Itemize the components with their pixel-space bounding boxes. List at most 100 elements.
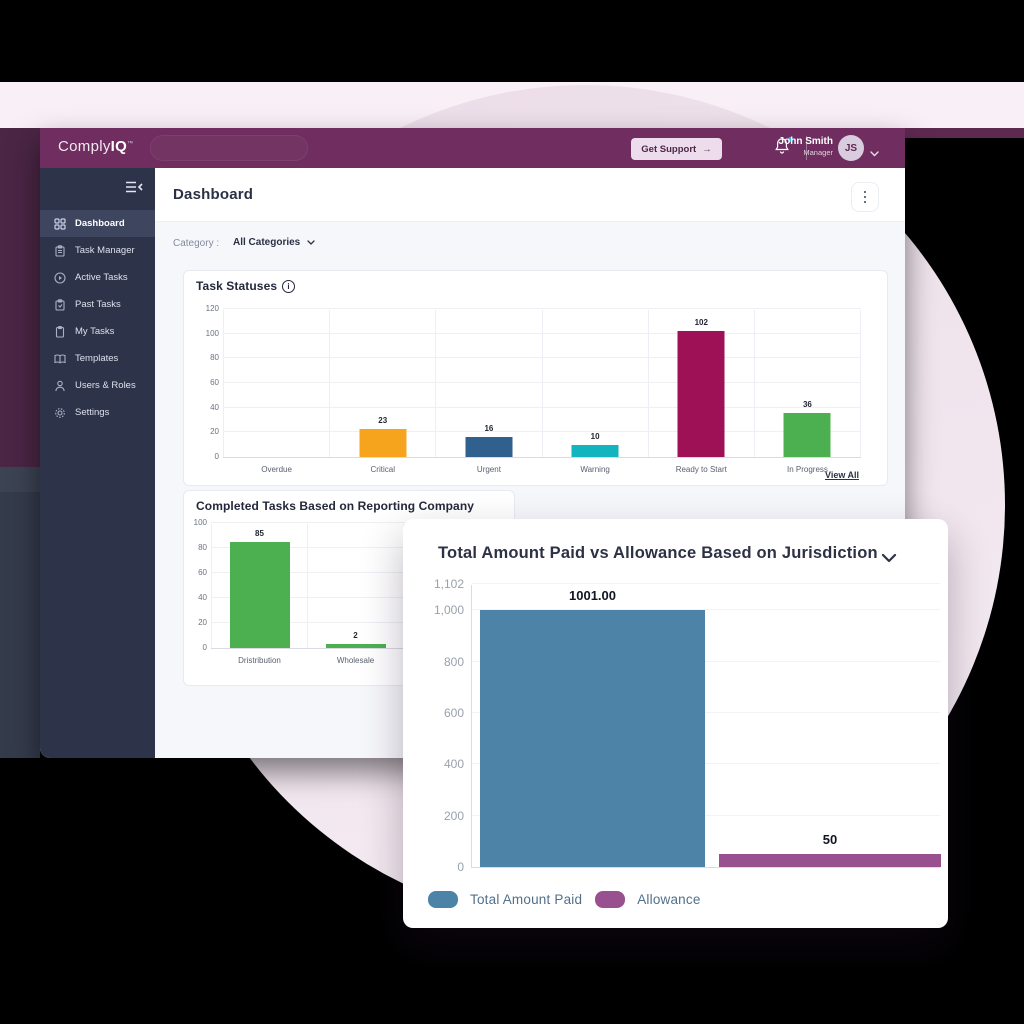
y-axis-label: 600 (443, 705, 464, 720)
chart-column: Critical 23 (329, 310, 435, 474)
chart-bar[interactable] (783, 412, 831, 457)
sidebar-item-label: Active Tasks (75, 272, 128, 283)
bell-icon (775, 138, 789, 154)
completed-tasks-title: Completed Tasks Based on Reporting Compa… (196, 499, 475, 513)
logo-bold: IQ (110, 138, 128, 155)
chart-column: Urgent 16 (435, 310, 541, 474)
chart-legend: Total Amount Paid Allowance (428, 891, 701, 908)
task-statuses-card: Task Statuses 0 20 40 60 80 100 120 Overdue Crit… (183, 270, 888, 486)
chart-bar[interactable] (571, 444, 619, 457)
y-axis-label: 1,102 (433, 577, 464, 591)
user-menu-button[interactable] (870, 144, 879, 162)
notifications-button[interactable] (774, 137, 794, 159)
task-statuses-title: Task Statuses (196, 279, 278, 293)
sidebar-item-task-manager[interactable]: Task Manager (40, 237, 155, 264)
category-label: Urgent (476, 465, 501, 474)
kebab-icon (863, 190, 867, 194)
gridline (472, 660, 940, 662)
chart-bar[interactable] (325, 644, 386, 648)
get-support-button[interactable]: Get Support → (631, 138, 722, 160)
page-title: Dashboard (173, 186, 254, 203)
bar-value-label: 1001.00 (569, 587, 616, 603)
book-icon (54, 353, 66, 365)
gridline (472, 609, 940, 611)
view-all-link[interactable]: View All (824, 470, 859, 480)
gridline (211, 597, 507, 598)
y-axis-label: 120 (205, 304, 219, 313)
sidebar-collapse-icon (126, 181, 143, 193)
y-axis-label: 1,000 (433, 603, 464, 618)
user-role: Manager (803, 148, 833, 157)
y-axis-label: 80 (198, 543, 207, 552)
bar-value-label: 50 (822, 832, 838, 848)
y-axis-label: 100 (193, 518, 207, 527)
sidebar-item-label: Settings (75, 407, 110, 418)
bar-value-label: 16 (484, 424, 494, 434)
chart-column: Overdue (223, 310, 329, 474)
chart-column: Warning 10 (541, 310, 648, 474)
legend-item-total-amount-paid[interactable]: Total Amount Paid (428, 891, 582, 908)
sidebar-item-settings[interactable]: Settings (40, 399, 155, 426)
gridline (211, 547, 507, 548)
chart-bar[interactable] (229, 541, 290, 648)
bar-value-label: 10 (590, 431, 600, 441)
page-options-button[interactable] (851, 182, 879, 212)
bar-value-label: 102 (694, 318, 708, 328)
logo-light: Comply (58, 138, 111, 155)
y-axis-label: 40 (198, 593, 207, 602)
category-label: Critical (370, 465, 395, 474)
avatar[interactable]: JS (838, 135, 864, 161)
sidebar-nav: Dashboard Task Manager Active Tasks Past… (40, 210, 155, 426)
chart-bar[interactable] (465, 437, 513, 457)
chart-bar[interactable] (359, 428, 407, 457)
category-label: Overdue (261, 465, 292, 474)
header-ghost-pill (150, 135, 308, 161)
legend-swatch (595, 891, 626, 908)
chart-bar[interactable] (677, 331, 725, 457)
jurisdiction-dropdown-button[interactable] (881, 550, 897, 568)
sidebar-item-label: Dashboard (75, 218, 125, 229)
logo-trademark: ™ (127, 141, 134, 147)
chart-bar[interactable] (480, 609, 705, 867)
y-axis-label: 0 (457, 860, 464, 874)
y-axis-label: 0 (202, 643, 207, 652)
category-label: In Progress (786, 465, 828, 474)
chart-bar[interactable] (719, 854, 941, 867)
legend-item-allowance[interactable]: Allowance (595, 891, 700, 908)
sidebar-collapse-button[interactable] (125, 180, 143, 194)
chevron-down-icon (881, 553, 897, 563)
gridline (211, 572, 507, 573)
sidebar-item-my-tasks[interactable]: My Tasks (40, 318, 155, 345)
gridline (223, 308, 861, 309)
chart-column: Wholesale 2 (307, 524, 403, 665)
y-axis-label: 40 (210, 402, 219, 412)
sidebar-item-dashboard[interactable]: Dashboard (40, 210, 155, 237)
app-header: ComplyIQ™ Get Support → John Smith Manag… (40, 128, 905, 168)
category-dropdown[interactable]: All Categories (233, 237, 315, 248)
y-axis-label: 20 (198, 618, 207, 627)
arrow-right-icon: → (702, 143, 712, 155)
bar-value-label: 23 (378, 415, 388, 425)
background-strip-gray (0, 467, 40, 492)
y-axis-label: 60 (210, 378, 219, 387)
sidebar-item-label: Users & Roles (75, 380, 136, 391)
get-support-label: Get Support (641, 143, 697, 155)
bar-value-label: 85 (255, 528, 264, 538)
category-label: Warning (580, 465, 610, 474)
sidebar-item-users-roles[interactable]: Users & Roles (40, 372, 155, 399)
bar-value-label: 36 (802, 399, 812, 409)
y-axis-label: 100 (205, 328, 219, 338)
sidebar-item-templates[interactable]: Templates (40, 345, 155, 372)
person-icon (54, 380, 66, 392)
background-strip-dark (0, 492, 40, 758)
gridline (472, 583, 940, 584)
gridline (472, 814, 940, 816)
info-icon[interactable] (282, 280, 295, 293)
category-filter-label: Category : (173, 238, 220, 249)
chart-column: In Progress 36 (753, 310, 862, 474)
page-title-bar: Dashboard (155, 168, 905, 222)
sidebar-item-active-tasks[interactable]: Active Tasks (40, 264, 155, 291)
sidebar-item-past-tasks[interactable]: Past Tasks (40, 291, 155, 318)
task-statuses-chart: 0 20 40 60 80 100 120 Overdue Critical 23 Urgent 16… (206, 304, 862, 474)
notification-badge (788, 137, 793, 142)
